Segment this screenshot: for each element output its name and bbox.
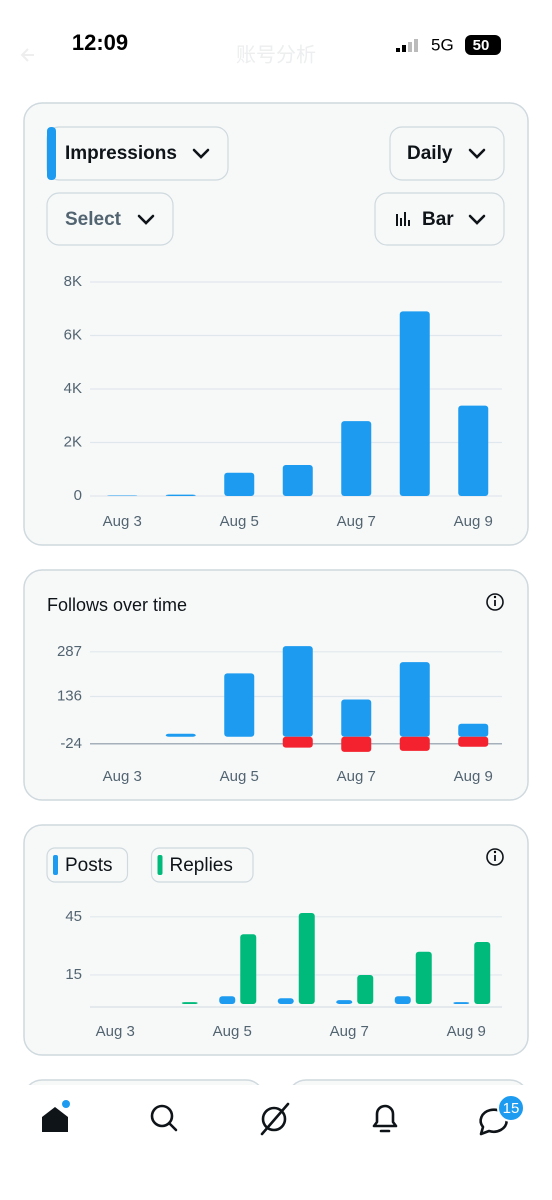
bar [399, 736, 430, 751]
x-tick-label: Aug 5 [220, 513, 259, 530]
x-tick-label: Aug 3 [103, 768, 142, 785]
bar [453, 1002, 470, 1004]
metric: Impressions [65, 143, 177, 164]
x-tick-label: Aug 3 [96, 1023, 135, 1040]
bar [224, 472, 255, 496]
legend-label: Posts [65, 855, 113, 876]
bar [336, 1000, 353, 1004]
compare-dropdown[interactable]: Select [46, 192, 174, 246]
y-tick-label: 15 [65, 966, 82, 983]
y-tick-label: 0 [74, 487, 82, 504]
y-tick-label: 287 [57, 643, 82, 660]
y-tick-label: -24 [60, 735, 82, 752]
bar [219, 996, 236, 1004]
bar [181, 1002, 198, 1004]
home[interactable] [42, 1100, 70, 1132]
signal [396, 39, 418, 52]
bar [399, 311, 430, 496]
x-tick-label: Aug 7 [337, 768, 376, 785]
bar [458, 723, 489, 737]
chart-title: Follows over time [47, 595, 187, 615]
y-tick-label: 6K [64, 326, 82, 343]
badge [497, 1094, 525, 1122]
legend-swatch [157, 855, 163, 875]
clock: 12:09 [72, 30, 128, 55]
search[interactable] [150, 1104, 178, 1132]
bar [165, 733, 196, 737]
bar [165, 494, 196, 496]
bar [415, 951, 432, 1004]
x-tick-label: Aug 5 [213, 1023, 252, 1040]
kind-dropdown[interactable]: Bar [374, 192, 505, 246]
x-tick-label: Aug 9 [447, 1023, 486, 1040]
legend-chip [46, 847, 129, 883]
info-icon[interactable] [486, 593, 504, 611]
x-tick-label: Aug 7 [330, 1023, 369, 1040]
battery [465, 35, 501, 55]
bar [399, 662, 430, 737]
bar [357, 974, 374, 1004]
legend-label: Replies [170, 855, 233, 876]
bar [224, 673, 255, 737]
legend-chip [150, 847, 254, 883]
metric-dropdown[interactable]: Impressions [46, 126, 229, 181]
bar [277, 998, 294, 1004]
chart-kind: Bar [422, 209, 454, 230]
y-tick-label: 4K [64, 380, 82, 397]
badge-count: 15 [503, 1100, 520, 1117]
x-tick-label: Aug 5 [220, 768, 259, 785]
back[interactable] [20, 48, 34, 62]
bar [341, 421, 372, 496]
network: 5G [431, 35, 454, 54]
bar [240, 934, 257, 1004]
info-icon[interactable] [486, 848, 504, 866]
bar [282, 464, 313, 496]
bar [282, 646, 313, 737]
y-tick-label: 2K [64, 433, 82, 450]
grok[interactable] [260, 1102, 290, 1136]
y-tick-label: 45 [65, 908, 82, 925]
compare: Select [65, 209, 122, 230]
x-tick-label: Aug 9 [454, 513, 493, 530]
notifications[interactable] [372, 1104, 398, 1133]
y-tick-label: 136 [57, 687, 82, 704]
bar [341, 699, 372, 737]
bar [341, 736, 372, 752]
y-tick-label: 8K [64, 273, 82, 290]
legend-swatch [53, 855, 58, 875]
bar [298, 912, 315, 1004]
bar [282, 736, 313, 748]
page-title: 账号分析 [236, 43, 316, 66]
nav-bar [0, 1085, 552, 1200]
bar [458, 736, 489, 747]
bar [394, 996, 411, 1004]
battery-level: 50 [473, 37, 490, 54]
x-tick-label: Aug 3 [103, 513, 142, 530]
bar [458, 405, 489, 496]
period: Daily [407, 143, 453, 164]
x-tick-label: Aug 9 [454, 768, 493, 785]
x-tick-label: Aug 7 [337, 513, 376, 530]
bar [474, 942, 491, 1004]
period-dropdown[interactable]: Daily [389, 126, 505, 181]
bar [107, 495, 138, 496]
